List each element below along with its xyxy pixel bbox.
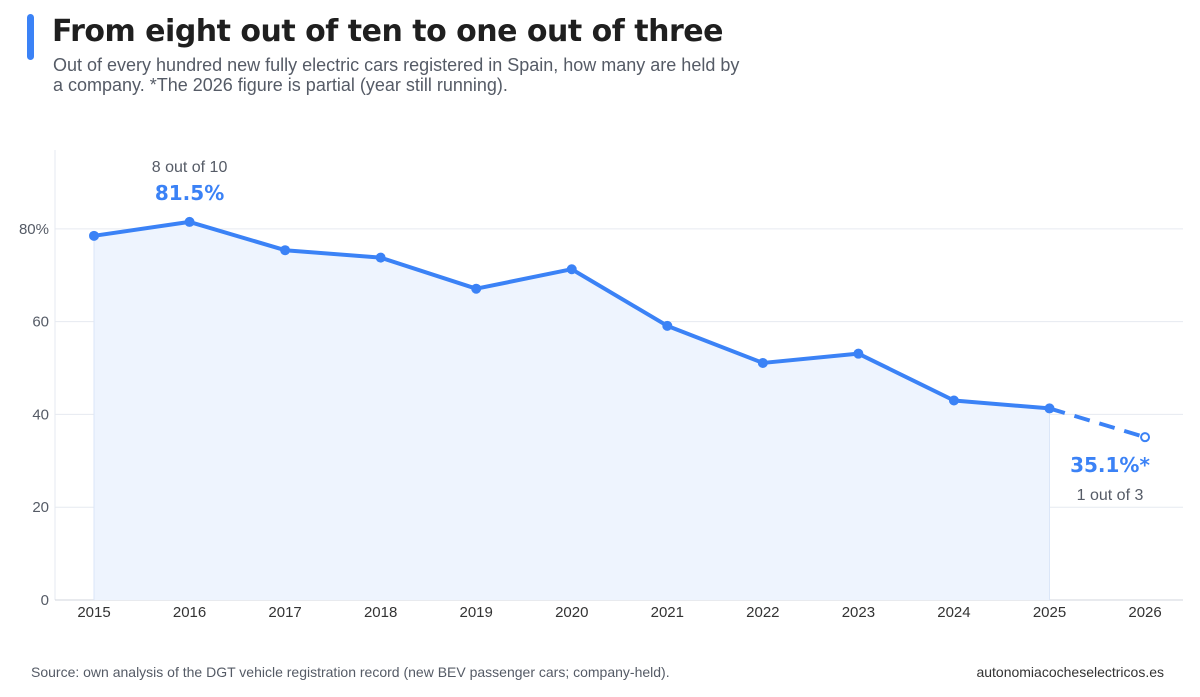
x-tick-label: 2018 xyxy=(364,604,397,621)
peak-caption: 8 out of 10 xyxy=(152,159,228,176)
y-tick-label: 40 xyxy=(32,406,49,423)
last-value-label: 35.1%* xyxy=(1070,453,1150,477)
area-fill xyxy=(94,221,1050,600)
y-tick-label: 0 xyxy=(41,592,49,609)
data-point xyxy=(184,216,195,227)
title-accent-bar xyxy=(27,14,34,60)
x-tick-label: 2023 xyxy=(842,604,875,621)
data-point-partial xyxy=(1140,432,1151,443)
y-tick-label: 60 xyxy=(32,314,49,331)
x-tick-label: 2019 xyxy=(460,604,493,621)
data-point xyxy=(375,252,386,263)
x-tick-label: 2026 xyxy=(1128,604,1161,621)
series-line-partial xyxy=(1048,406,1146,440)
source-note: Source: own analysis of the DGT vehicle … xyxy=(31,664,670,680)
data-point xyxy=(89,230,99,241)
data-point xyxy=(662,320,673,331)
x-tick-label: 2020 xyxy=(555,604,588,621)
x-tick-label: 2025 xyxy=(1033,604,1066,621)
chart-subtitle: Out of every hundred new fully electric … xyxy=(53,55,740,95)
site-credit: autonomiacocheselectricos.es xyxy=(976,664,1164,680)
chart-title: From eight out of ten to one out of thre… xyxy=(52,14,723,49)
last-caption: 1 out of 3 xyxy=(1077,487,1144,504)
data-point xyxy=(1044,403,1055,414)
x-tick-label: 2021 xyxy=(651,604,684,621)
data-point xyxy=(853,348,864,359)
y-tick-label: 20 xyxy=(32,499,49,516)
data-point xyxy=(566,264,577,275)
x-tick-label: 2017 xyxy=(268,604,301,621)
y-tick-label: 80% xyxy=(19,221,49,238)
data-point xyxy=(948,395,959,406)
x-tick-label: 2022 xyxy=(746,604,779,621)
peak-value-label: 81.5% xyxy=(155,181,224,205)
data-point xyxy=(471,283,482,294)
data-point xyxy=(757,357,768,368)
x-tick-label: 2024 xyxy=(937,604,970,621)
x-tick-label: 2015 xyxy=(77,604,110,621)
data-point xyxy=(280,245,291,256)
x-tick-label: 2016 xyxy=(173,604,206,621)
